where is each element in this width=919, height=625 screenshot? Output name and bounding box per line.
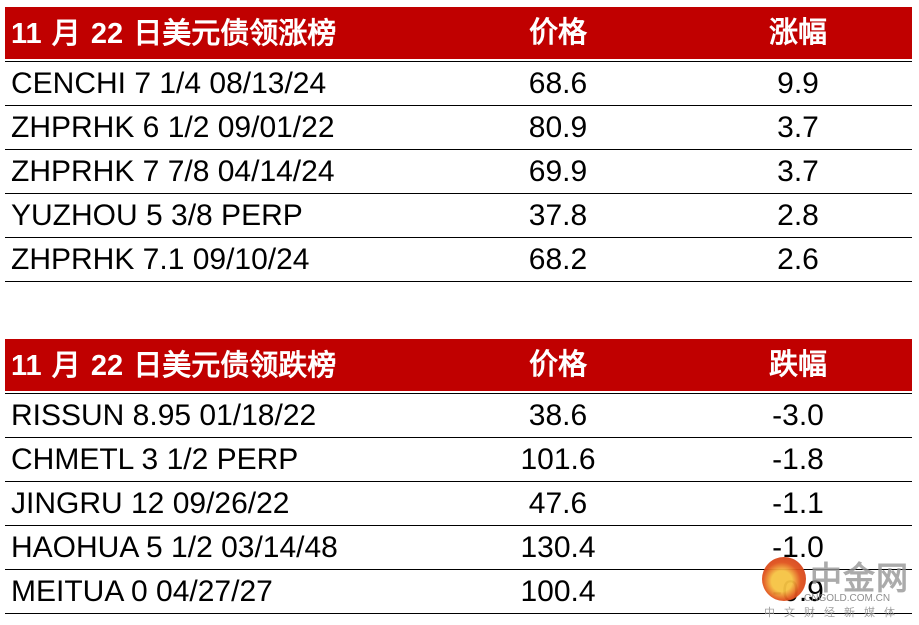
bond-name: ZHPRHK 7.1 09/10/24 [11, 243, 310, 276]
bond-name: ZHPRHK 6 1/2 09/01/22 [11, 111, 335, 144]
bond-price: 68.6 [528, 67, 588, 100]
change-column-header: 涨幅 [768, 17, 827, 49]
bond-price: 68.2 [528, 243, 588, 276]
bond-name: CENCHI 7 1/4 08/13/24 [11, 67, 327, 100]
table-row: MEITUA 0 04/27/27 100.4 -0.9 [5, 569, 912, 614]
bond-name: YUZHOU 5 3/8 PERP [11, 199, 303, 232]
table-row: HAOHUA 5 1/2 03/14/48 130.4 -1.0 [5, 525, 912, 569]
bond-price: 69.9 [528, 155, 588, 188]
table-row: ZHPRHK 6 1/2 09/01/22 80.9 3.7 [5, 105, 912, 149]
bond-price: 100.4 [520, 575, 596, 608]
table-title: 11 月 22 日美元债领跌榜 [11, 348, 337, 382]
bond-change: 2.8 [777, 199, 819, 232]
bond-change: 9.9 [777, 67, 819, 100]
bond-name: ZHPRHK 7 7/8 04/14/24 [11, 155, 335, 188]
bond-change: -1.8 [772, 443, 824, 476]
bond-name: JINGRU 12 09/26/22 [11, 487, 290, 520]
table-row: JINGRU 12 09/26/22 47.6 -1.1 [5, 481, 912, 525]
bond-change: -1.1 [772, 487, 824, 520]
bond-name: CHMETL 3 1/2 PERP [11, 443, 299, 476]
bond-name: MEITUA 0 04/27/27 [11, 575, 273, 608]
table-row: CHMETL 3 1/2 PERP 101.6 -1.8 [5, 437, 912, 481]
table-title: 11 月 22 日美元债领涨榜 [11, 16, 337, 50]
watermark-brand: 中金网 [810, 560, 910, 596]
bond-price: 38.6 [528, 399, 588, 432]
table-row: RISSUN 8.95 01/18/22 38.6 -3.0 [5, 393, 912, 437]
gainers-table: 11 月 22 日美元债领涨榜 价格 涨幅 CENCHI 7 1/4 08/13… [5, 7, 912, 282]
watermark: 中金网 CNGOLD.COM.CN 中文财经新媒体 [760, 553, 915, 619]
price-column-header: 价格 [528, 17, 587, 49]
table-row: ZHPRHK 7.1 09/10/24 68.2 2.6 [5, 237, 912, 282]
bond-price: 101.6 [520, 443, 596, 476]
watermark-tagline: 中文财经新媒体 [764, 607, 904, 619]
watermark-domain: CNGOLD.COM.CN [804, 593, 891, 604]
table-row: YUZHOU 5 3/8 PERP 37.8 2.8 [5, 193, 912, 237]
bond-price: 80.9 [528, 111, 588, 144]
bond-price: 37.8 [528, 199, 588, 232]
table-header: 11 月 22 日美元债领跌榜 价格 跌幅 [5, 339, 912, 393]
bond-price: 47.6 [528, 487, 588, 520]
table-header: 11 月 22 日美元债领涨榜 价格 涨幅 [5, 7, 912, 61]
losers-table: 11 月 22 日美元债领跌榜 价格 跌幅 RISSUN 8.95 01/18/… [5, 339, 912, 614]
bond-name: RISSUN 8.95 01/18/22 [11, 399, 317, 432]
table-row: ZHPRHK 7 7/8 04/14/24 69.9 3.7 [5, 149, 912, 193]
bond-name: HAOHUA 5 1/2 03/14/48 [11, 531, 338, 564]
table-row: CENCHI 7 1/4 08/13/24 68.6 9.9 [5, 61, 912, 105]
cngold-logo-icon [762, 557, 806, 601]
bond-price: 130.4 [520, 531, 596, 564]
price-column-header: 价格 [528, 349, 587, 381]
bond-change: 3.7 [777, 155, 819, 188]
bond-change: -3.0 [772, 399, 824, 432]
bond-change: 3.7 [777, 111, 819, 144]
change-column-header: 跌幅 [768, 349, 827, 381]
bond-change: 2.6 [777, 243, 819, 276]
